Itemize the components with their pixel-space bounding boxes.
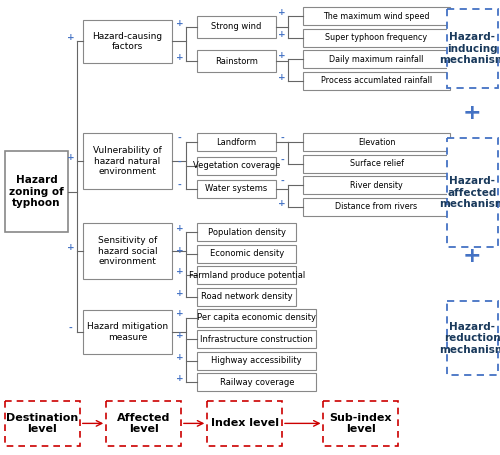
Text: +: + [176,53,184,62]
FancyBboxPatch shape [106,401,181,446]
FancyBboxPatch shape [304,72,450,90]
FancyBboxPatch shape [83,223,172,279]
Text: Highway accessibility: Highway accessibility [212,356,302,365]
Text: Hazard-
inducing
mechanism: Hazard- inducing mechanism [439,32,500,65]
FancyBboxPatch shape [197,266,296,284]
Text: +: + [278,73,286,82]
Text: Water systems: Water systems [206,184,268,193]
FancyBboxPatch shape [324,401,398,446]
FancyBboxPatch shape [197,288,296,306]
Text: +: + [462,103,481,123]
FancyBboxPatch shape [207,401,282,446]
Text: Farmland produce potential: Farmland produce potential [188,271,305,280]
Text: +: + [176,224,184,233]
Text: River density: River density [350,181,403,190]
Text: Hazard-
affected
mechanism: Hazard- affected mechanism [439,176,500,209]
Text: +: + [176,353,184,362]
Text: +: + [278,199,286,208]
Text: +: + [278,51,286,60]
Text: Hazard-
reduction
mechanism: Hazard- reduction mechanism [439,322,500,355]
Text: Vulnerability of
hazard natural
environment: Vulnerability of hazard natural environm… [93,146,162,176]
FancyBboxPatch shape [304,155,450,173]
Text: +: + [176,309,184,318]
Text: +: + [176,331,184,340]
Text: Infrastructure construction: Infrastructure construction [200,335,313,344]
Text: Surface relief: Surface relief [350,159,404,168]
Text: -: - [178,157,182,167]
FancyBboxPatch shape [197,330,316,348]
FancyBboxPatch shape [197,374,316,391]
Text: Elevation: Elevation [358,138,395,147]
Text: +: + [278,30,286,39]
FancyBboxPatch shape [304,51,450,68]
Text: Daily maximum rainfall: Daily maximum rainfall [330,55,424,64]
Text: Per capita economic density: Per capita economic density [198,313,316,322]
FancyBboxPatch shape [83,133,172,189]
FancyBboxPatch shape [197,245,296,263]
FancyBboxPatch shape [197,133,276,151]
FancyBboxPatch shape [447,9,498,88]
Text: Rainstorm: Rainstorm [215,57,258,66]
Text: Hazard
zoning of
typhoon: Hazard zoning of typhoon [9,175,64,208]
Text: -: - [280,177,284,186]
Text: +: + [176,267,184,276]
Text: -: - [69,324,72,333]
Text: Road network density: Road network density [201,293,292,301]
Text: Sensitivity of
hazard social
environment: Sensitivity of hazard social environment [98,236,157,266]
Text: Strong wind: Strong wind [212,22,262,31]
FancyBboxPatch shape [83,20,172,63]
Text: +: + [176,374,184,383]
Text: +: + [176,246,184,255]
FancyBboxPatch shape [5,151,68,232]
Text: -: - [178,181,182,190]
Text: Hazard-causing
factors: Hazard-causing factors [92,32,162,51]
FancyBboxPatch shape [197,180,276,198]
Text: -: - [178,134,182,143]
Text: Affected
level: Affected level [117,413,170,434]
FancyBboxPatch shape [304,198,450,216]
FancyBboxPatch shape [197,308,316,327]
Text: -: - [280,156,284,165]
FancyBboxPatch shape [5,401,80,446]
Text: Destination
level: Destination level [6,413,78,434]
Text: Hazard mitigation
measure: Hazard mitigation measure [87,322,168,342]
Text: +: + [176,289,184,298]
Text: +: + [67,243,74,252]
Text: Sub-index
level: Sub-index level [330,413,392,434]
Text: +: + [462,247,481,267]
FancyBboxPatch shape [304,29,450,47]
FancyBboxPatch shape [197,16,276,38]
FancyBboxPatch shape [197,352,316,370]
FancyBboxPatch shape [197,51,276,72]
FancyBboxPatch shape [197,157,276,175]
FancyBboxPatch shape [447,138,498,248]
FancyBboxPatch shape [304,177,450,194]
Text: Vegetation coverage: Vegetation coverage [193,161,280,170]
Text: Process accumlated rainfall: Process accumlated rainfall [321,76,432,86]
FancyBboxPatch shape [447,301,498,375]
Text: Economic density: Economic density [210,249,284,258]
Text: +: + [176,19,184,28]
Text: +: + [278,8,286,17]
Text: Index level: Index level [210,419,278,429]
Text: The maximum wind speed: The maximum wind speed [324,12,430,20]
Text: Railway coverage: Railway coverage [220,378,294,387]
Text: Distance from rivers: Distance from rivers [336,202,417,212]
FancyBboxPatch shape [197,223,296,241]
FancyBboxPatch shape [83,310,172,354]
FancyBboxPatch shape [304,133,450,151]
Text: -: - [280,134,284,143]
Text: Population density: Population density [208,228,286,237]
FancyBboxPatch shape [304,7,450,25]
Text: +: + [67,153,74,162]
Text: Landform: Landform [216,138,256,147]
Text: +: + [67,33,74,42]
Text: Super typhoon frequency: Super typhoon frequency [326,33,428,42]
